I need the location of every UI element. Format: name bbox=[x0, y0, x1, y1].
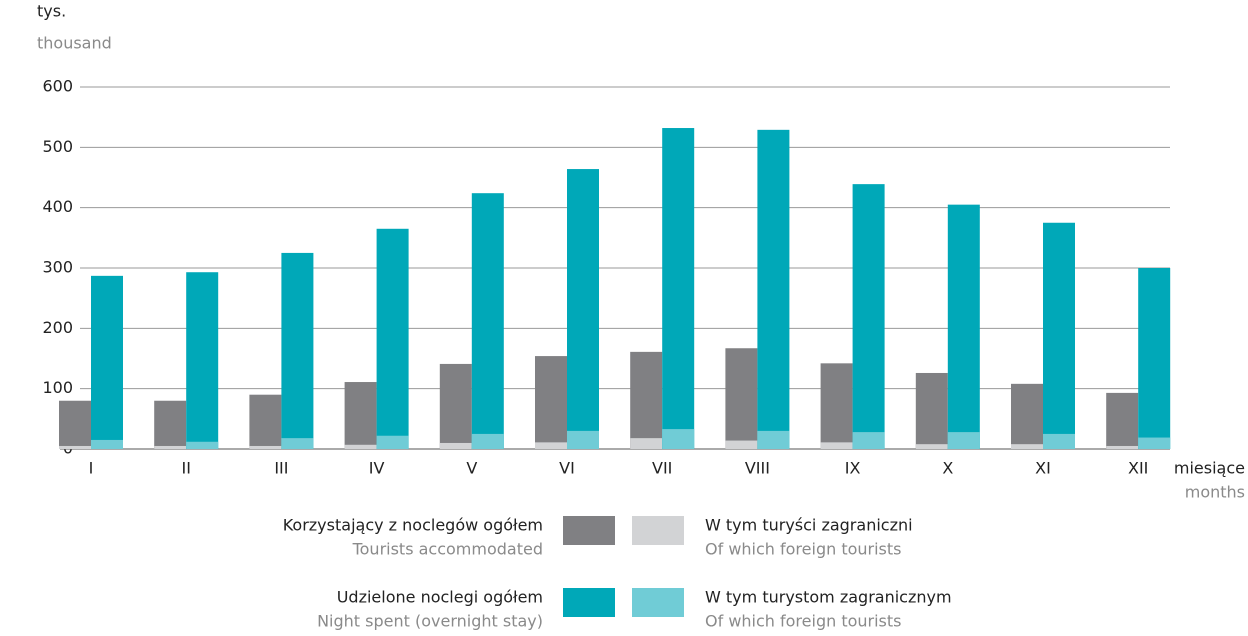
bar bbox=[757, 430, 790, 449]
y-tick-label: 500 bbox=[42, 137, 73, 156]
x-tick-label: VIII bbox=[745, 459, 770, 478]
legend-swatch bbox=[632, 516, 684, 545]
bar bbox=[91, 439, 123, 449]
y-tick-label: 400 bbox=[42, 197, 73, 216]
legend-label-en: Tourists accommodated bbox=[352, 540, 543, 559]
bar bbox=[757, 129, 790, 449]
bar bbox=[567, 169, 599, 449]
bar bbox=[947, 432, 980, 449]
y-tick-label: 300 bbox=[42, 258, 73, 277]
bar bbox=[471, 433, 504, 449]
y-axis-label-en: thousand bbox=[37, 34, 112, 53]
bar bbox=[154, 445, 187, 449]
legend-label-en: Of which foreign tourists bbox=[705, 612, 902, 631]
x-tick-label: X bbox=[942, 459, 953, 478]
x-axis-label: miesiące bbox=[1174, 459, 1245, 478]
x-tick-label: V bbox=[466, 459, 477, 478]
bar bbox=[820, 363, 853, 449]
bar bbox=[915, 444, 948, 449]
bar bbox=[662, 429, 695, 449]
bar bbox=[1011, 383, 1043, 449]
x-tick-label: I bbox=[89, 459, 94, 478]
bar bbox=[535, 442, 567, 449]
bar bbox=[1043, 433, 1075, 449]
bar bbox=[630, 351, 663, 449]
bar bbox=[344, 444, 377, 449]
legend-label-en: Of which foreign tourists bbox=[705, 540, 902, 559]
legend-label-en: Night spent (overnight stay) bbox=[317, 612, 543, 631]
bar bbox=[439, 363, 472, 449]
bar bbox=[662, 128, 695, 449]
bar bbox=[186, 441, 219, 449]
legend-label: Udzielone noclegi ogółem bbox=[337, 588, 543, 607]
x-tick-label: IV bbox=[369, 459, 385, 478]
y-tick-label: 600 bbox=[42, 77, 73, 96]
x-axis-label-en: months bbox=[1185, 483, 1245, 502]
bar bbox=[154, 400, 187, 449]
bar bbox=[567, 430, 599, 449]
bar bbox=[91, 275, 123, 449]
bar bbox=[852, 184, 885, 450]
x-tick-label: XI bbox=[1035, 459, 1051, 478]
bar bbox=[376, 228, 409, 449]
bar bbox=[915, 372, 948, 449]
bar bbox=[725, 440, 758, 449]
bar bbox=[59, 400, 91, 449]
bar bbox=[186, 272, 219, 449]
legend-swatch bbox=[563, 516, 615, 545]
bar bbox=[1138, 268, 1171, 449]
bar bbox=[249, 445, 282, 449]
bar bbox=[59, 445, 91, 449]
bar bbox=[1106, 445, 1139, 449]
legend-label: Korzystający z noclegów ogółem bbox=[283, 516, 543, 535]
x-tick-label: VI bbox=[559, 459, 575, 478]
x-tick-label: IX bbox=[845, 459, 861, 478]
bar bbox=[535, 356, 567, 449]
legend-label: W tym turyści zagraniczni bbox=[705, 516, 913, 535]
x-tick-label: VII bbox=[652, 459, 672, 478]
bar bbox=[249, 394, 282, 449]
x-tick-label: III bbox=[274, 459, 288, 478]
bar bbox=[947, 204, 980, 449]
bar bbox=[1011, 444, 1043, 449]
legend-swatch bbox=[563, 588, 615, 617]
bar bbox=[344, 382, 377, 449]
bar bbox=[439, 442, 472, 449]
x-tick-label: XII bbox=[1128, 459, 1148, 478]
legend-label: W tym turystom zagranicznym bbox=[705, 588, 952, 607]
y-tick-label: 100 bbox=[42, 378, 73, 397]
bar bbox=[630, 438, 663, 449]
bar bbox=[1106, 392, 1139, 449]
y-tick-label: 200 bbox=[42, 318, 73, 337]
legend-swatch bbox=[632, 588, 684, 617]
bar bbox=[1138, 437, 1171, 449]
bar bbox=[1043, 222, 1075, 449]
bar bbox=[725, 348, 758, 449]
bar bbox=[820, 442, 853, 449]
bar bbox=[281, 252, 314, 449]
bar bbox=[852, 432, 885, 449]
x-tick-label: II bbox=[181, 459, 190, 478]
bar bbox=[471, 193, 504, 449]
bar bbox=[376, 435, 409, 449]
bar bbox=[281, 438, 314, 449]
y-axis-label: tys. bbox=[37, 2, 66, 21]
